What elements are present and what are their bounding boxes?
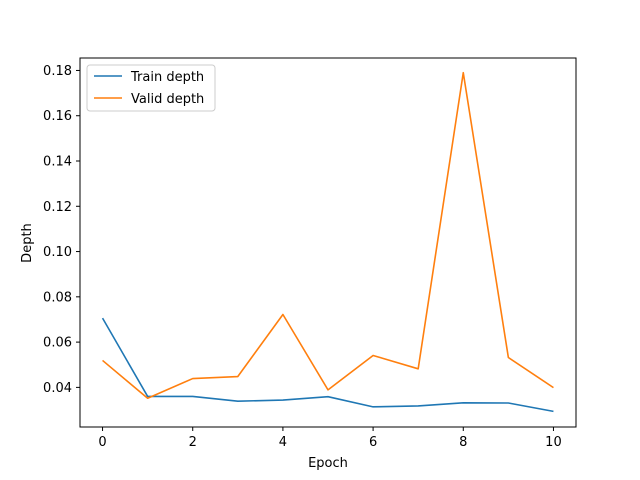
- y-tick-label: 0.08: [43, 290, 72, 305]
- legend: Train depth Valid depth: [86, 64, 216, 112]
- x-tick-label: 0: [98, 435, 106, 450]
- series-line-valid-depth: [102, 71, 554, 400]
- y-axis-ticks: 0.04 0.06 0.08 0.10 0.12 0.14 0.16 0.18: [43, 64, 80, 396]
- y-tick-label: 0.16: [43, 109, 72, 124]
- x-axis-title: Epoch: [308, 456, 348, 471]
- x-axis-ticks: 0 2 4 6 8 10: [98, 427, 562, 450]
- series-line-train-depth: [101, 317, 554, 413]
- plot-frame: [79, 57, 577, 428]
- x-tick-label: 10: [545, 435, 562, 450]
- x-tick-label: 8: [459, 435, 467, 450]
- y-tick-label: 0.06: [43, 336, 72, 351]
- y-tick-label: 0.14: [43, 155, 72, 170]
- y-axis-title: Depth: [20, 223, 35, 263]
- x-tick-label: 2: [189, 435, 197, 450]
- x-tick-label: 4: [279, 435, 287, 450]
- y-tick-label: 0.04: [43, 381, 72, 396]
- x-tick-label: 6: [369, 435, 377, 450]
- plot-lines: [101, 71, 554, 413]
- y-tick-label: 0.18: [43, 64, 72, 79]
- y-tick-label: 0.12: [43, 200, 72, 215]
- y-tick-label: 0.10: [43, 245, 72, 260]
- legend-label-train-depth: Train depth: [130, 70, 204, 85]
- legend-label-valid-depth: Valid depth: [131, 92, 204, 107]
